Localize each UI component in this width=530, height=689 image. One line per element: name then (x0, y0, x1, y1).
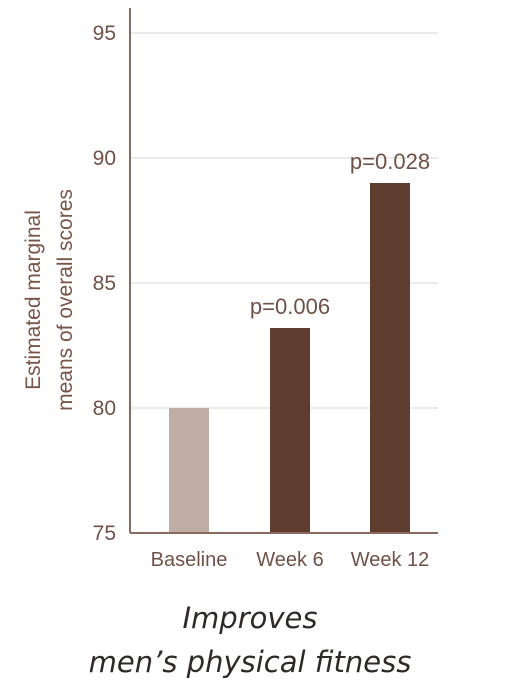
bar-week-12 (370, 183, 410, 533)
bar-week-6 (270, 328, 310, 533)
bars (169, 183, 410, 533)
caption-line-2: men’s physical fitness (88, 645, 412, 679)
x-category-label: Baseline (151, 549, 228, 571)
y-axis-label-line-2: means of overall scores (54, 189, 77, 411)
x-category-labels: Baseline Week 6 Week 12 (151, 549, 430, 571)
p-value-annotation: p=0.006 (250, 294, 330, 319)
x-category-label: Week 6 (256, 549, 323, 571)
y-tick-label: 95 (93, 22, 116, 45)
y-tick-label: 85 (93, 272, 116, 295)
y-tick-labels: 75 80 85 90 95 (93, 22, 116, 545)
y-axis-label-line-1: Estimated marginal (22, 210, 45, 390)
bar-baseline (169, 408, 209, 533)
p-value-annotation: p=0.028 (350, 149, 430, 174)
bar-chart: 75 80 85 90 95 Baseline Week 6 Week 12 p=0.006… (22, 8, 438, 571)
bar-annotations: p=0.006 p=0.028 (250, 149, 430, 319)
y-tick-label: 75 (93, 522, 116, 545)
x-category-label: Week 12 (351, 549, 430, 571)
y-tick-label: 80 (93, 397, 116, 420)
caption-line-1: Improves (182, 601, 318, 635)
y-tick-label: 90 (93, 147, 116, 170)
